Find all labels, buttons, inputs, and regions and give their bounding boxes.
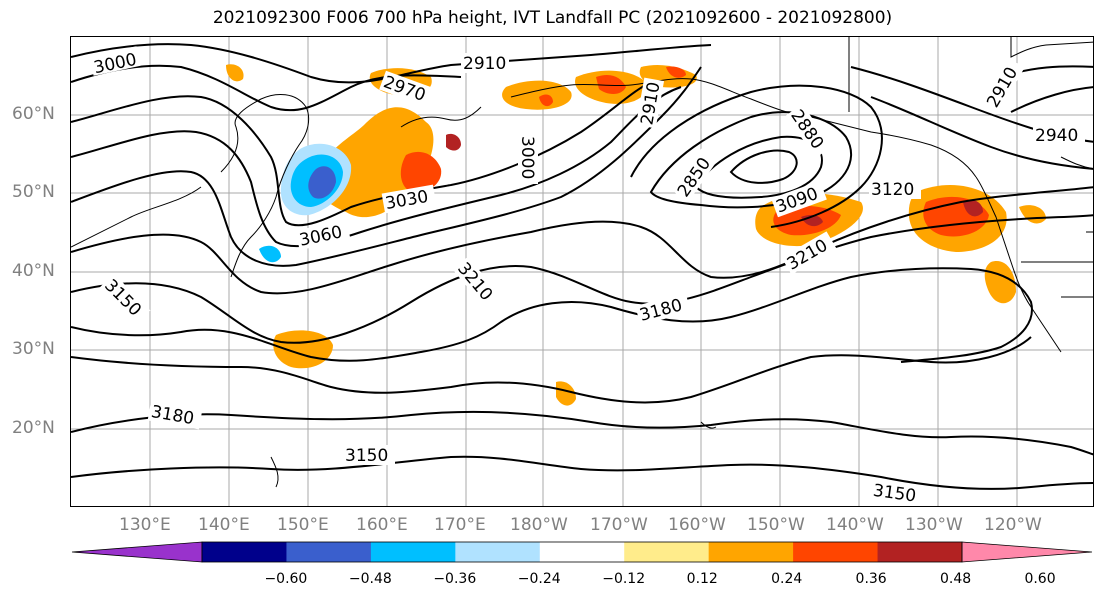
colorbar-tick-label: 0.48 bbox=[940, 571, 972, 587]
ivt-patch bbox=[984, 261, 1016, 304]
contour-line bbox=[870, 96, 1093, 170]
coastline bbox=[71, 186, 202, 248]
colorbar-cell bbox=[370, 542, 456, 562]
lon-label: 170°W bbox=[590, 515, 648, 535]
colorbar-tick-label: 0.12 bbox=[686, 571, 718, 587]
contour-label: 2910 bbox=[463, 54, 506, 74]
colorbar bbox=[71, 541, 1093, 563]
ivt-patch bbox=[1019, 205, 1046, 224]
lat-label-60n: 60°N bbox=[12, 104, 55, 124]
ivt-patch bbox=[502, 80, 572, 110]
lon-label: 150°W bbox=[747, 515, 805, 535]
colorbar-tick-label: 0.60 bbox=[1024, 571, 1056, 587]
colorbar-cell bbox=[877, 542, 963, 562]
contour-line bbox=[729, 149, 798, 184]
lat-label-50n: 50°N bbox=[12, 182, 55, 202]
colorbar-extend-low bbox=[71, 541, 203, 563]
contour-line bbox=[71, 214, 1093, 344]
contour-line bbox=[630, 84, 883, 228]
contour-line bbox=[71, 43, 712, 84]
contour-line bbox=[71, 64, 462, 112]
colorbar-extend-high bbox=[961, 541, 1093, 563]
ivt-patch bbox=[308, 166, 336, 199]
contour-line bbox=[71, 81, 652, 227]
colorbar-cell bbox=[539, 542, 625, 562]
ivt-patch bbox=[666, 66, 686, 78]
lon-label: 150°E bbox=[277, 515, 329, 535]
ivt-patch bbox=[596, 75, 626, 94]
contour-line bbox=[71, 410, 1093, 456]
colorbar-tick-label: −0.36 bbox=[433, 571, 477, 587]
contour-label: 3120 bbox=[871, 180, 914, 200]
contour-line bbox=[71, 66, 702, 267]
coastline bbox=[270, 456, 279, 488]
contour-label: 3000 bbox=[517, 136, 537, 179]
contour-line bbox=[71, 267, 1033, 363]
contour-label: 3060 bbox=[298, 222, 344, 251]
contour-line bbox=[1010, 86, 1093, 113]
lon-label: 140°E bbox=[198, 515, 250, 535]
coastline bbox=[700, 421, 717, 429]
ivt-patch bbox=[226, 64, 244, 82]
coastline bbox=[220, 94, 310, 278]
colorbar-tick-label: 0.24 bbox=[771, 571, 803, 587]
lon-label: 160°W bbox=[668, 515, 726, 535]
colorbar-cell bbox=[286, 542, 372, 562]
contour-line bbox=[71, 455, 1093, 490]
ivt-patch bbox=[273, 330, 333, 369]
map-title: 2021092300 F006 700 hPa height, IVT Land… bbox=[212, 8, 893, 28]
ivt-patch bbox=[259, 245, 281, 263]
colorbar-tick-label: −0.12 bbox=[602, 571, 646, 587]
map-panel: 3000 2910 2970 2910 2880 2850 3000 3030 … bbox=[70, 36, 1094, 507]
coastline bbox=[975, 176, 1062, 353]
lon-label: 130°E bbox=[119, 515, 171, 535]
colorbar-outline bbox=[201, 541, 963, 563]
coastlines bbox=[71, 37, 1093, 488]
contour-label: 3180 bbox=[149, 402, 195, 429]
ivt-patch bbox=[400, 151, 442, 193]
ivt-patch bbox=[446, 133, 461, 151]
lat-label-20n: 20°N bbox=[12, 418, 55, 438]
contour-line bbox=[71, 336, 1032, 404]
lon-label: 120°W bbox=[984, 515, 1042, 535]
lon-label: 170°E bbox=[434, 515, 486, 535]
colorbar-cell bbox=[455, 542, 541, 562]
colorbar-tick-label: 0.36 bbox=[855, 571, 887, 587]
lon-label: 130°W bbox=[905, 515, 963, 535]
coastline bbox=[1010, 37, 1093, 58]
lon-label: 160°E bbox=[356, 515, 408, 535]
lat-label-40n: 40°N bbox=[12, 261, 55, 281]
contour-label: 2910 bbox=[983, 64, 1022, 111]
colorbar-cell bbox=[202, 542, 287, 562]
height-contours bbox=[71, 43, 1093, 490]
ivt-patch bbox=[539, 94, 553, 107]
contour-label: 2940 bbox=[1035, 126, 1078, 146]
map-canvas: 3000 2910 2970 2910 2880 2850 3000 3030 … bbox=[71, 37, 1093, 507]
contour-label: 3000 bbox=[92, 50, 138, 79]
coastline bbox=[510, 78, 812, 118]
contour-line bbox=[71, 186, 1093, 295]
contour-line bbox=[649, 111, 852, 209]
coastline bbox=[810, 116, 977, 178]
colorbar-cell bbox=[624, 542, 710, 562]
contour-line bbox=[694, 135, 823, 199]
contour-label: 3150 bbox=[345, 446, 388, 466]
colorbar-tick-label: −0.24 bbox=[517, 571, 561, 587]
colorbar-cell bbox=[793, 542, 879, 562]
ivt-patch bbox=[963, 200, 983, 217]
coastline bbox=[400, 106, 482, 128]
lon-label: 180°W bbox=[510, 515, 568, 535]
colorbar-cell bbox=[708, 542, 794, 562]
lon-label: 140°W bbox=[826, 515, 884, 535]
ivt-patch bbox=[556, 381, 576, 406]
contour-label: 3150 bbox=[872, 481, 918, 507]
colorbar-tick-label: −0.48 bbox=[348, 571, 392, 587]
coastline bbox=[1060, 156, 1093, 170]
lat-label-30n: 30°N bbox=[12, 339, 55, 359]
colorbar-tick-label: −0.60 bbox=[264, 571, 308, 587]
